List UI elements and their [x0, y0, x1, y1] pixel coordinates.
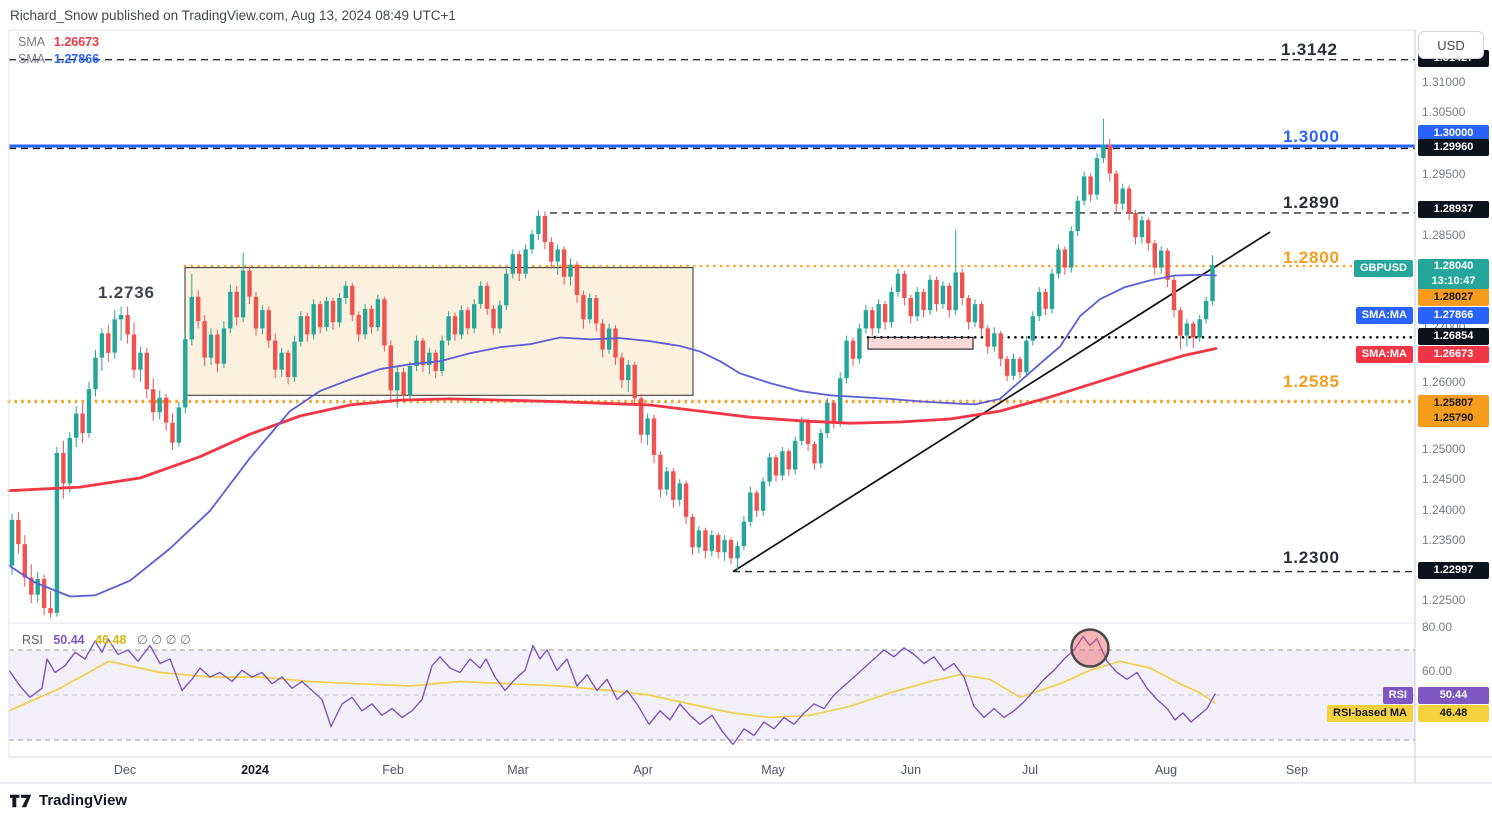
time-axis-label: 2024: [241, 763, 269, 777]
price-axis-badge: 1.26673: [1418, 345, 1489, 363]
price-axis-tick: 1.28500: [1422, 228, 1466, 242]
price-axis-tick: 1.22500: [1422, 593, 1466, 607]
time-axis-label: Mar: [507, 763, 529, 777]
sma-legend-value: 1.26673: [53, 35, 100, 49]
key-level-label: 1.3000: [1283, 127, 1340, 146]
price-axis-badge: 50.44: [1418, 686, 1489, 704]
sma-legend-label: SMA: [18, 35, 45, 49]
indicator-tag: GBPUSD: [1353, 259, 1413, 277]
indicator-tag: SMA:MA: [1355, 345, 1413, 363]
publish-header: Richard_Snow published on TradingView.co…: [10, 8, 456, 23]
time-axis-label: Apr: [633, 763, 653, 777]
time-axis-label: Dec: [113, 763, 137, 777]
time-axis-label: Jul: [1022, 763, 1038, 777]
price-axis-badge: 1.28027: [1418, 288, 1489, 306]
key-level-label: 1.2300: [1283, 548, 1340, 567]
price-axis-tick: 1.24000: [1422, 503, 1466, 517]
key-level-label: 1.2736: [98, 283, 155, 302]
price-axis-tick: 1.24500: [1422, 472, 1466, 486]
sma-legend-blue[interactable]: SMA 1.27866: [18, 52, 99, 66]
price-axis-tick: 1.23500: [1422, 533, 1466, 547]
rsi-legend[interactable]: RSI 50.44 46.48 ∅ ∅ ∅ ∅: [22, 632, 191, 647]
currency-toggle-button[interactable]: USD: [1418, 31, 1484, 59]
price-axis-badge: 46.48: [1418, 704, 1489, 722]
candles-group: [9, 118, 1215, 618]
price-axis-badge: 1.29960: [1418, 138, 1489, 156]
tradingview-logo[interactable]: TradingView: [10, 792, 127, 809]
price-axis-tick: 1.26000: [1422, 375, 1466, 389]
tradingview-glyph-icon: [10, 794, 32, 807]
key-level-label: 1.2585: [1283, 372, 1340, 391]
price-axis-badge: 1.30000: [1418, 124, 1489, 142]
price-axis-badge: 1.28040 13:10:47: [1418, 258, 1489, 290]
rsi-empty-slots: ∅ ∅ ∅ ∅: [136, 633, 191, 647]
time-axis-label: Feb: [382, 763, 404, 777]
indicator-tag: SMA:MA: [1355, 306, 1413, 324]
indicator-tag: RSI: [1382, 686, 1413, 704]
time-axis-label: Aug: [1154, 763, 1178, 777]
price-axis-tick: 1.30500: [1422, 105, 1466, 119]
rsi-ma-value: 46.48: [95, 633, 127, 647]
price-axis-tick: 1.29500: [1422, 167, 1466, 181]
price-axis-badge: 1.22997: [1418, 561, 1489, 579]
price-axis-badge: 1.27866: [1418, 306, 1489, 324]
rsi-value: 50.44: [53, 633, 85, 647]
time-axis-label: Jun: [900, 763, 922, 777]
time-axis-label: Sep: [1285, 763, 1309, 777]
sma-legend-red[interactable]: SMA 1.26673: [18, 35, 99, 49]
time-axis-label: May: [761, 763, 785, 777]
price-axis-badge: 1.25807: [1418, 394, 1489, 412]
price-axis-tick: 1.31000: [1422, 75, 1466, 89]
tradingview-wordmark: TradingView: [39, 792, 128, 809]
price-axis-tick: 80.00: [1422, 620, 1453, 634]
annotation-box: [867, 336, 974, 350]
price-axis-tick: 60.00: [1422, 664, 1453, 678]
price-axis-badge: 1.28937: [1418, 200, 1489, 218]
key-level-label: 1.2890: [1283, 193, 1340, 212]
rsi-legend-label: RSI: [22, 633, 43, 647]
price-axis-badge: 1.25790: [1418, 409, 1489, 427]
rsi-highlight-circle: [1070, 628, 1110, 668]
key-level-label: 1.3142: [1281, 40, 1338, 59]
indicator-tag: RSI-based MA: [1327, 704, 1413, 722]
sma-legend-label: SMA: [18, 52, 45, 66]
price-axis-tick: 1.25000: [1422, 442, 1466, 456]
sma-legend-value: 1.27866: [53, 52, 100, 66]
price-axis-badge: 1.26854: [1418, 327, 1489, 345]
key-level-label: 1.2800: [1283, 248, 1340, 267]
